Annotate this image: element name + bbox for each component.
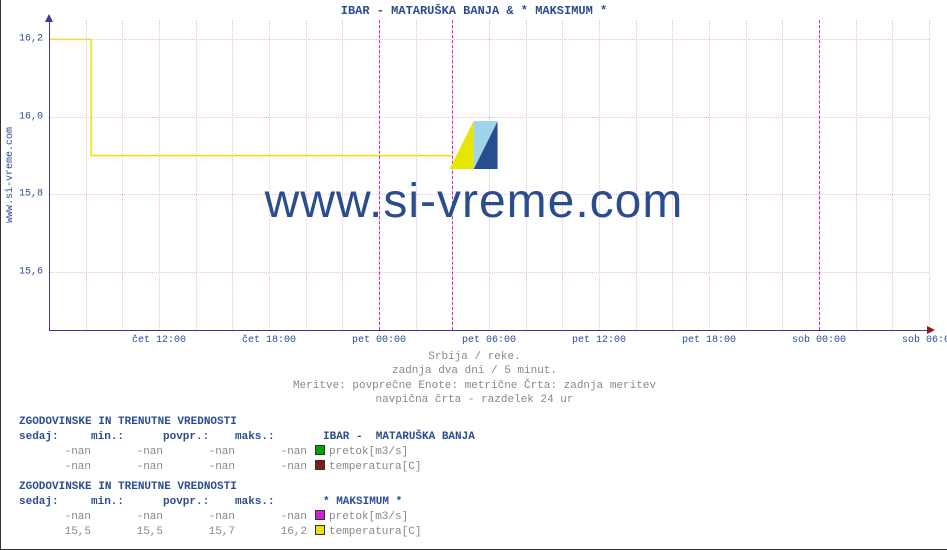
caption-line: navpična črta - razdelek 24 ur — [1, 393, 947, 407]
table-header-row: sedaj:min.:povpr.:maks.: * MAKSIMUM * — [19, 495, 475, 510]
ytick-label: 15,8 — [3, 189, 43, 200]
table-row: 15,515,515,716,2temperatura[C] — [19, 525, 475, 540]
grid-v — [636, 20, 637, 330]
legend-swatch-icon — [315, 525, 325, 535]
chart-title: IBAR - MATARUŠKA BANJA & * MAKSIMUM * — [1, 0, 947, 18]
x-axis — [49, 330, 929, 331]
cell-value: 15,7 — [163, 525, 235, 540]
caption-line: zadnja dva dni / 5 minut. — [1, 364, 947, 378]
grid-v — [526, 20, 527, 330]
cell-value: -nan — [91, 445, 163, 460]
grid-v — [342, 20, 343, 330]
table-header-row: sedaj:min.:povpr.:maks.: IBAR - MATARUŠKA… — [19, 430, 475, 445]
legend-label: temperatura[C] — [329, 526, 421, 538]
xtick-label: pet 18:00 — [682, 335, 736, 346]
x-axis-arrow-icon — [927, 326, 935, 334]
grid-v — [159, 20, 160, 330]
grid-v — [929, 20, 930, 330]
grid-v — [232, 20, 233, 330]
vline-24h — [452, 20, 453, 330]
vline-24h — [379, 20, 380, 330]
xtick-label: čet 18:00 — [242, 335, 296, 346]
table-title: ZGODOVINSKE IN TRENUTNE VREDNOSTI — [19, 480, 475, 495]
cell-value: -nan — [91, 510, 163, 525]
caption-line: Meritve: povprečne Enote: metrične Črta:… — [1, 379, 947, 393]
caption-block: Srbija / reke.zadnja dva dni / 5 minut.M… — [1, 350, 947, 407]
grid-v — [122, 20, 123, 330]
xtick-label: pet 00:00 — [352, 335, 406, 346]
cell-value: -nan — [235, 445, 307, 460]
grid-v — [782, 20, 783, 330]
legend-label: pretok[m3/s] — [329, 446, 408, 458]
grid-v — [416, 20, 417, 330]
cell-value: -nan — [163, 460, 235, 475]
chart-container: IBAR - MATARUŠKA BANJA & * MAKSIMUM * ww… — [0, 0, 947, 550]
data-tables: ZGODOVINSKE IN TRENUTNE VREDNOSTIsedaj:m… — [19, 415, 475, 546]
xtick-label: sob 06:00 — [902, 335, 947, 346]
col-header: povpr.: — [163, 430, 235, 445]
cell-value: -nan — [163, 445, 235, 460]
grid-v — [672, 20, 673, 330]
series-title: * MAKSIMUM * — [323, 496, 402, 508]
grid-v — [562, 20, 563, 330]
col-header: sedaj: — [19, 430, 91, 445]
grid-v — [746, 20, 747, 330]
cell-value: 15,5 — [91, 525, 163, 540]
legend-swatch-icon — [315, 510, 325, 520]
col-header: maks.: — [235, 495, 307, 510]
cell-value: -nan — [235, 510, 307, 525]
cell-value: -nan — [163, 510, 235, 525]
caption-line: Srbija / reke. — [1, 350, 947, 364]
legend-swatch-icon — [315, 460, 325, 470]
grid-v — [856, 20, 857, 330]
table-gap — [19, 540, 475, 546]
cell-value: -nan — [91, 460, 163, 475]
ytick-label: 16,0 — [3, 111, 43, 122]
grid-v — [269, 20, 270, 330]
y-axis — [49, 20, 50, 330]
ytick-label: 15,6 — [3, 266, 43, 277]
col-header: sedaj: — [19, 495, 91, 510]
table-row: -nan-nan-nan-nantemperatura[C] — [19, 460, 475, 475]
legend-label: temperatura[C] — [329, 461, 421, 473]
col-header: min.: — [91, 430, 163, 445]
xtick-label: pet 12:00 — [572, 335, 626, 346]
vline-24h — [819, 20, 820, 330]
grid-v — [599, 20, 600, 330]
col-header: min.: — [91, 495, 163, 510]
table-title: ZGODOVINSKE IN TRENUTNE VREDNOSTI — [19, 415, 475, 430]
grid-v — [196, 20, 197, 330]
table-row: -nan-nan-nan-nanpretok[m3/s] — [19, 445, 475, 460]
legend-label: pretok[m3/s] — [329, 511, 408, 523]
table-row: -nan-nan-nan-nanpretok[m3/s] — [19, 510, 475, 525]
xtick-label: pet 06:00 — [462, 335, 516, 346]
xtick-label: čet 12:00 — [132, 335, 186, 346]
cell-value: -nan — [19, 460, 91, 475]
y-side-label: www.si-vreme.com — [5, 127, 16, 223]
grid-v — [489, 20, 490, 330]
series-title: IBAR - MATARUŠKA BANJA — [323, 431, 475, 443]
cell-value: 15,5 — [19, 525, 91, 540]
series-line — [49, 39, 452, 155]
xtick-label: sob 00:00 — [792, 335, 846, 346]
grid-v — [892, 20, 893, 330]
y-axis-arrow-icon — [45, 14, 53, 22]
cell-value: -nan — [19, 445, 91, 460]
col-header: povpr.: — [163, 495, 235, 510]
grid-v — [709, 20, 710, 330]
cell-value: -nan — [19, 510, 91, 525]
grid-v — [86, 20, 87, 330]
ytick-label: 16,2 — [3, 34, 43, 45]
grid-v — [306, 20, 307, 330]
legend-swatch-icon — [315, 445, 325, 455]
cell-value: 16,2 — [235, 525, 307, 540]
cell-value: -nan — [235, 460, 307, 475]
col-header: maks.: — [235, 430, 307, 445]
